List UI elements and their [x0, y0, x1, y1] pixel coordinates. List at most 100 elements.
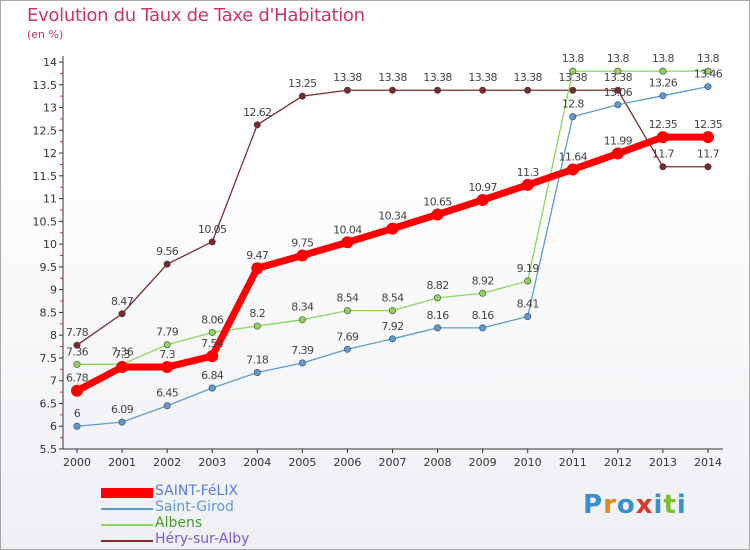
data-point — [659, 67, 667, 75]
data-point — [388, 307, 396, 315]
data-labels: 6.78 7.3 7.3 7.54 9.47 9.75 10.04 10.34 10.65 10.… — [66, 52, 723, 420]
data-point — [566, 163, 579, 176]
y-tick-label: 14 — [43, 56, 57, 69]
logo-letter: t — [663, 490, 677, 520]
data-point — [118, 418, 126, 426]
data-point — [208, 238, 216, 246]
x-tick-label: 2009 — [469, 456, 497, 469]
data-point — [656, 131, 669, 144]
data-point — [388, 335, 396, 343]
data-label: 8.34 — [291, 301, 314, 314]
data-label: 8.16 — [472, 309, 495, 322]
logo-letter: r — [603, 490, 617, 520]
data-point — [386, 222, 399, 235]
y-tick-label: 10.5 — [33, 215, 58, 228]
data-label: 6 — [74, 407, 81, 420]
data-label: 12.8 — [562, 98, 585, 111]
data-point — [253, 121, 261, 129]
series-3 — [73, 86, 712, 349]
data-point — [208, 328, 216, 336]
chart-title: Evolution du Taux de Taxe d'Habitation — [27, 5, 365, 26]
y-tick-label: 9.5 — [40, 261, 58, 274]
x-tick-label: 2002 — [153, 456, 181, 469]
data-point — [431, 208, 444, 221]
x-tick-label: 2007 — [378, 456, 406, 469]
data-point — [163, 402, 171, 410]
data-point — [569, 67, 577, 75]
data-label: 11.99 — [604, 135, 633, 148]
data-point — [614, 101, 622, 109]
y-tick-label: 7 — [50, 375, 57, 388]
data-label: 6.45 — [156, 387, 179, 400]
legend-label: Héry-sur-Alby — [155, 531, 250, 547]
axes: 5.5 6 6.5 7 7.5 8 8.5 9 9.5 10 10.5 11 11.5 12 12.5 13 1… — [33, 56, 723, 469]
data-point — [343, 86, 351, 94]
data-point — [343, 345, 351, 353]
data-point — [524, 313, 532, 321]
data-label: 13.38 — [378, 71, 407, 84]
data-label: 7.69 — [336, 330, 359, 343]
data-label: 12.35 — [694, 118, 723, 131]
data-point — [251, 262, 264, 275]
x-tick-label: 2014 — [694, 456, 722, 469]
data-point — [611, 147, 624, 160]
data-label: 7.3 — [159, 348, 175, 361]
y-tick-label: 8.5 — [40, 306, 58, 319]
legend-label: SAINT-FéLIX — [155, 483, 239, 499]
data-label: 13.46 — [694, 68, 723, 81]
data-label: 9.75 — [291, 237, 314, 250]
y-tick-label: 6 — [50, 420, 57, 433]
y-tick-label: 9 — [50, 284, 57, 297]
data-point — [71, 384, 83, 397]
logo-letter: o — [616, 490, 636, 520]
y-tick-label: 5.5 — [40, 443, 58, 456]
data-point — [163, 341, 171, 349]
data-label: 8.2 — [249, 307, 265, 320]
legend-swatch — [101, 540, 153, 542]
data-label: 13.25 — [288, 77, 317, 90]
data-point — [659, 92, 667, 100]
data-point — [704, 163, 712, 171]
series-lines — [71, 67, 714, 430]
data-label: 7.78 — [66, 326, 89, 339]
data-point — [388, 86, 396, 94]
data-point — [659, 163, 667, 171]
data-label: 7.36 — [66, 345, 89, 358]
data-point — [73, 360, 81, 368]
data-label: 13.8 — [697, 52, 720, 65]
data-label: 8.41 — [517, 298, 539, 311]
logo-letter: x — [635, 490, 654, 520]
series-2 — [73, 67, 712, 368]
data-point — [434, 324, 442, 332]
x-tick-label: 2004 — [243, 456, 271, 469]
logo-letter: i — [676, 490, 687, 520]
logo-letter: P — [583, 490, 604, 520]
data-label: 8.54 — [336, 292, 359, 305]
data-point — [298, 316, 306, 324]
data-label: 6.84 — [201, 369, 224, 382]
data-label: 7.79 — [156, 326, 179, 339]
x-tick-label: 2003 — [198, 456, 226, 469]
data-point — [479, 289, 487, 297]
data-point — [341, 236, 354, 249]
x-tick-label: 2013 — [649, 456, 677, 469]
data-label: 9.56 — [156, 245, 179, 258]
data-point — [343, 307, 351, 315]
data-point — [569, 113, 577, 121]
series-0 — [71, 131, 714, 397]
data-label: 8.06 — [201, 313, 224, 326]
data-point — [479, 86, 487, 94]
data-point — [704, 83, 712, 91]
data-label: 10.05 — [198, 223, 227, 236]
data-point — [569, 86, 577, 94]
data-label: 8.54 — [381, 292, 404, 305]
data-label: 10.65 — [423, 196, 452, 209]
data-point — [73, 422, 81, 430]
data-label: 7.36 — [111, 345, 134, 358]
y-tick-label: 12.5 — [33, 124, 58, 137]
data-label: 13.26 — [649, 77, 678, 90]
x-tick-label: 2000 — [63, 456, 91, 469]
data-label: 8.92 — [472, 274, 494, 287]
data-label: 11.64 — [559, 150, 588, 163]
